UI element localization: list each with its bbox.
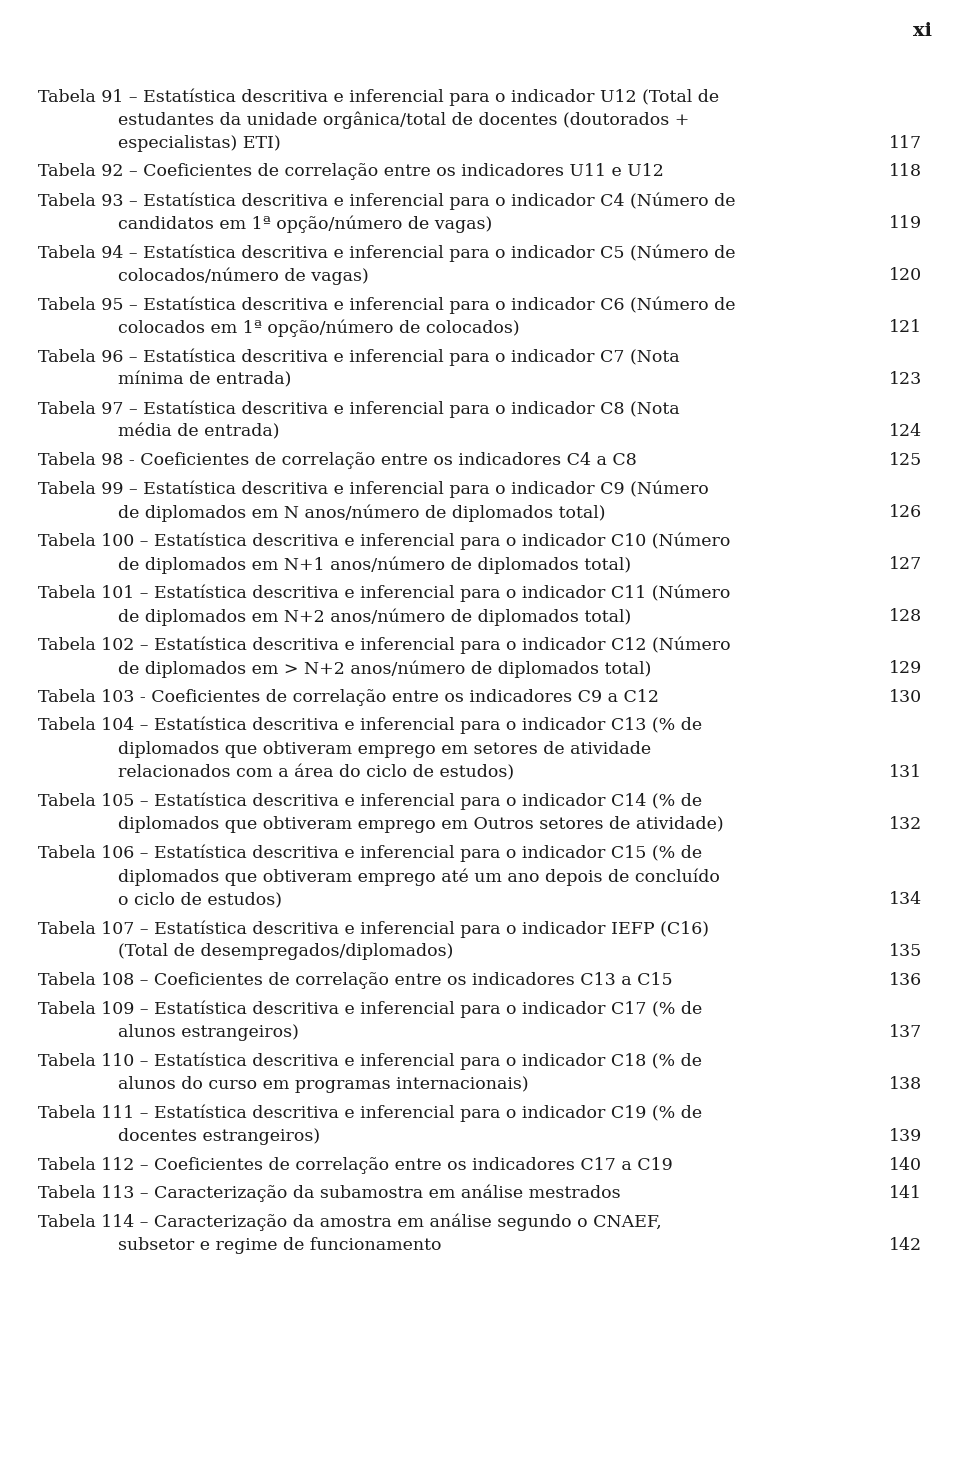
Text: 125: 125	[889, 452, 922, 468]
Text: xi: xi	[913, 22, 932, 40]
Text: Tabela 110 – Estatística descritiva e inferencial para o indicador C18 (% de: Tabela 110 – Estatística descritiva e in…	[38, 1052, 702, 1070]
Text: Tabela 101 – Estatística descritiva e inferencial para o indicador C11 (Número: Tabela 101 – Estatística descritiva e in…	[38, 584, 731, 602]
Text: 132: 132	[889, 817, 922, 833]
Text: 131: 131	[889, 765, 922, 781]
Text: Tabela 96 – Estatística descritiva e inferencial para o indicador C7 (Nota: Tabela 96 – Estatística descritiva e inf…	[38, 348, 680, 366]
Text: colocados/número de vagas): colocados/número de vagas)	[118, 267, 369, 285]
Text: 129: 129	[889, 659, 922, 677]
Text: candidatos em 1ª opção/número de vagas): candidatos em 1ª opção/número de vagas)	[118, 215, 492, 233]
Text: 135: 135	[889, 944, 922, 960]
Text: docentes estrangeiros): docentes estrangeiros)	[118, 1128, 320, 1146]
Text: 124: 124	[889, 424, 922, 440]
Text: alunos estrangeiros): alunos estrangeiros)	[118, 1024, 299, 1040]
Text: 136: 136	[889, 972, 922, 988]
Text: de diplomados em > N+2 anos/número de diplomados total): de diplomados em > N+2 anos/número de di…	[118, 659, 652, 677]
Text: especialistas) ETI): especialistas) ETI)	[118, 135, 280, 153]
Text: subsetor e regime de funcionamento: subsetor e regime de funcionamento	[118, 1237, 442, 1254]
Text: 119: 119	[889, 215, 922, 233]
Text: Tabela 109 – Estatística descritiva e inferencial para o indicador C17 (% de: Tabela 109 – Estatística descritiva e in…	[38, 1000, 703, 1018]
Text: Tabela 112 – Coeficientes de correlação entre os indicadores C17 a C19: Tabela 112 – Coeficientes de correlação …	[38, 1156, 673, 1174]
Text: diplomados que obtiveram emprego em setores de atividade: diplomados que obtiveram emprego em seto…	[118, 741, 651, 757]
Text: Tabela 105 – Estatística descritiva e inferencial para o indicador C14 (% de: Tabela 105 – Estatística descritiva e in…	[38, 793, 702, 811]
Text: 140: 140	[889, 1156, 922, 1174]
Text: Tabela 113 – Caracterização da subamostra em análise mestrados: Tabela 113 – Caracterização da subamostr…	[38, 1186, 620, 1202]
Text: 134: 134	[889, 892, 922, 908]
Text: Tabela 106 – Estatística descritiva e inferencial para o indicador C15 (% de: Tabela 106 – Estatística descritiva e in…	[38, 845, 702, 863]
Text: de diplomados em N anos/número de diplomados total): de diplomados em N anos/número de diplom…	[118, 504, 606, 522]
Text: 138: 138	[889, 1076, 922, 1094]
Text: de diplomados em N+1 anos/número de diplomados total): de diplomados em N+1 anos/número de dipl…	[118, 556, 631, 574]
Text: Tabela 104 – Estatística descritiva e inferencial para o indicador C13 (% de: Tabela 104 – Estatística descritiva e in…	[38, 717, 702, 735]
Text: 130: 130	[889, 689, 922, 705]
Text: 117: 117	[889, 135, 922, 153]
Text: Tabela 111 – Estatística descritiva e inferencial para o indicador C19 (% de: Tabela 111 – Estatística descritiva e in…	[38, 1104, 702, 1122]
Text: 139: 139	[889, 1128, 922, 1146]
Text: Tabela 103 - Coeficientes de correlação entre os indicadores C9 a C12: Tabela 103 - Coeficientes de correlação …	[38, 689, 659, 705]
Text: colocados em 1ª opção/número de colocados): colocados em 1ª opção/número de colocado…	[118, 320, 519, 336]
Text: Tabela 100 – Estatística descritiva e inferencial para o indicador C10 (Número: Tabela 100 – Estatística descritiva e in…	[38, 532, 731, 550]
Text: Tabela 98 - Coeficientes de correlação entre os indicadores C4 a C8: Tabela 98 - Coeficientes de correlação e…	[38, 452, 636, 468]
Text: 142: 142	[889, 1237, 922, 1254]
Text: diplomados que obtiveram emprego até um ano depois de concluído: diplomados que obtiveram emprego até um …	[118, 868, 720, 886]
Text: Tabela 107 – Estatística descritiva e inferencial para o indicador IEFP (C16): Tabela 107 – Estatística descritiva e in…	[38, 920, 709, 938]
Text: Tabela 91 – Estatística descritiva e inferencial para o indicador U12 (Total de: Tabela 91 – Estatística descritiva e inf…	[38, 87, 719, 105]
Text: (Total de desempregados/diplomados): (Total de desempregados/diplomados)	[118, 944, 453, 960]
Text: 120: 120	[889, 267, 922, 285]
Text: Tabela 95 – Estatística descritiva e inferencial para o indicador C6 (Número de: Tabela 95 – Estatística descritiva e inf…	[38, 296, 735, 314]
Text: Tabela 99 – Estatística descritiva e inferencial para o indicador C9 (Número: Tabela 99 – Estatística descritiva e inf…	[38, 480, 708, 498]
Text: Tabela 94 – Estatística descritiva e inferencial para o indicador C5 (Número de: Tabela 94 – Estatística descritiva e inf…	[38, 245, 735, 261]
Text: 121: 121	[889, 320, 922, 336]
Text: diplomados que obtiveram emprego em Outros setores de atividade): diplomados que obtiveram emprego em Outr…	[118, 817, 724, 833]
Text: relacionados com a área do ciclo de estudos): relacionados com a área do ciclo de estu…	[118, 765, 515, 781]
Text: média de entrada): média de entrada)	[118, 424, 279, 440]
Text: mínima de entrada): mínima de entrada)	[118, 372, 292, 388]
Text: Tabela 97 – Estatística descritiva e inferencial para o indicador C8 (Nota: Tabela 97 – Estatística descritiva e inf…	[38, 400, 680, 418]
Text: 137: 137	[889, 1024, 922, 1040]
Text: 127: 127	[889, 556, 922, 574]
Text: o ciclo de estudos): o ciclo de estudos)	[118, 892, 282, 908]
Text: de diplomados em N+2 anos/número de diplomados total): de diplomados em N+2 anos/número de dipl…	[118, 608, 632, 625]
Text: estudantes da unidade orgânica/total de docentes (doutorados +: estudantes da unidade orgânica/total de …	[118, 111, 689, 129]
Text: 126: 126	[889, 504, 922, 522]
Text: Tabela 102 – Estatística descritiva e inferencial para o indicador C12 (Número: Tabela 102 – Estatística descritiva e in…	[38, 636, 731, 654]
Text: 123: 123	[889, 372, 922, 388]
Text: Tabela 93 – Estatística descritiva e inferencial para o indicador C4 (Número de: Tabela 93 – Estatística descritiva e inf…	[38, 193, 735, 209]
Text: alunos do curso em programas internacionais): alunos do curso em programas internacion…	[118, 1076, 529, 1094]
Text: Tabela 108 – Coeficientes de correlação entre os indicadores C13 a C15: Tabela 108 – Coeficientes de correlação …	[38, 972, 673, 988]
Text: 141: 141	[889, 1186, 922, 1202]
Text: Tabela 92 – Coeficientes de correlação entre os indicadores U11 e U12: Tabela 92 – Coeficientes de correlação e…	[38, 163, 664, 181]
Text: 128: 128	[889, 608, 922, 625]
Text: Tabela 114 – Caracterização da amostra em análise segundo o CNAEF,: Tabela 114 – Caracterização da amostra e…	[38, 1214, 661, 1232]
Text: 118: 118	[889, 163, 922, 181]
